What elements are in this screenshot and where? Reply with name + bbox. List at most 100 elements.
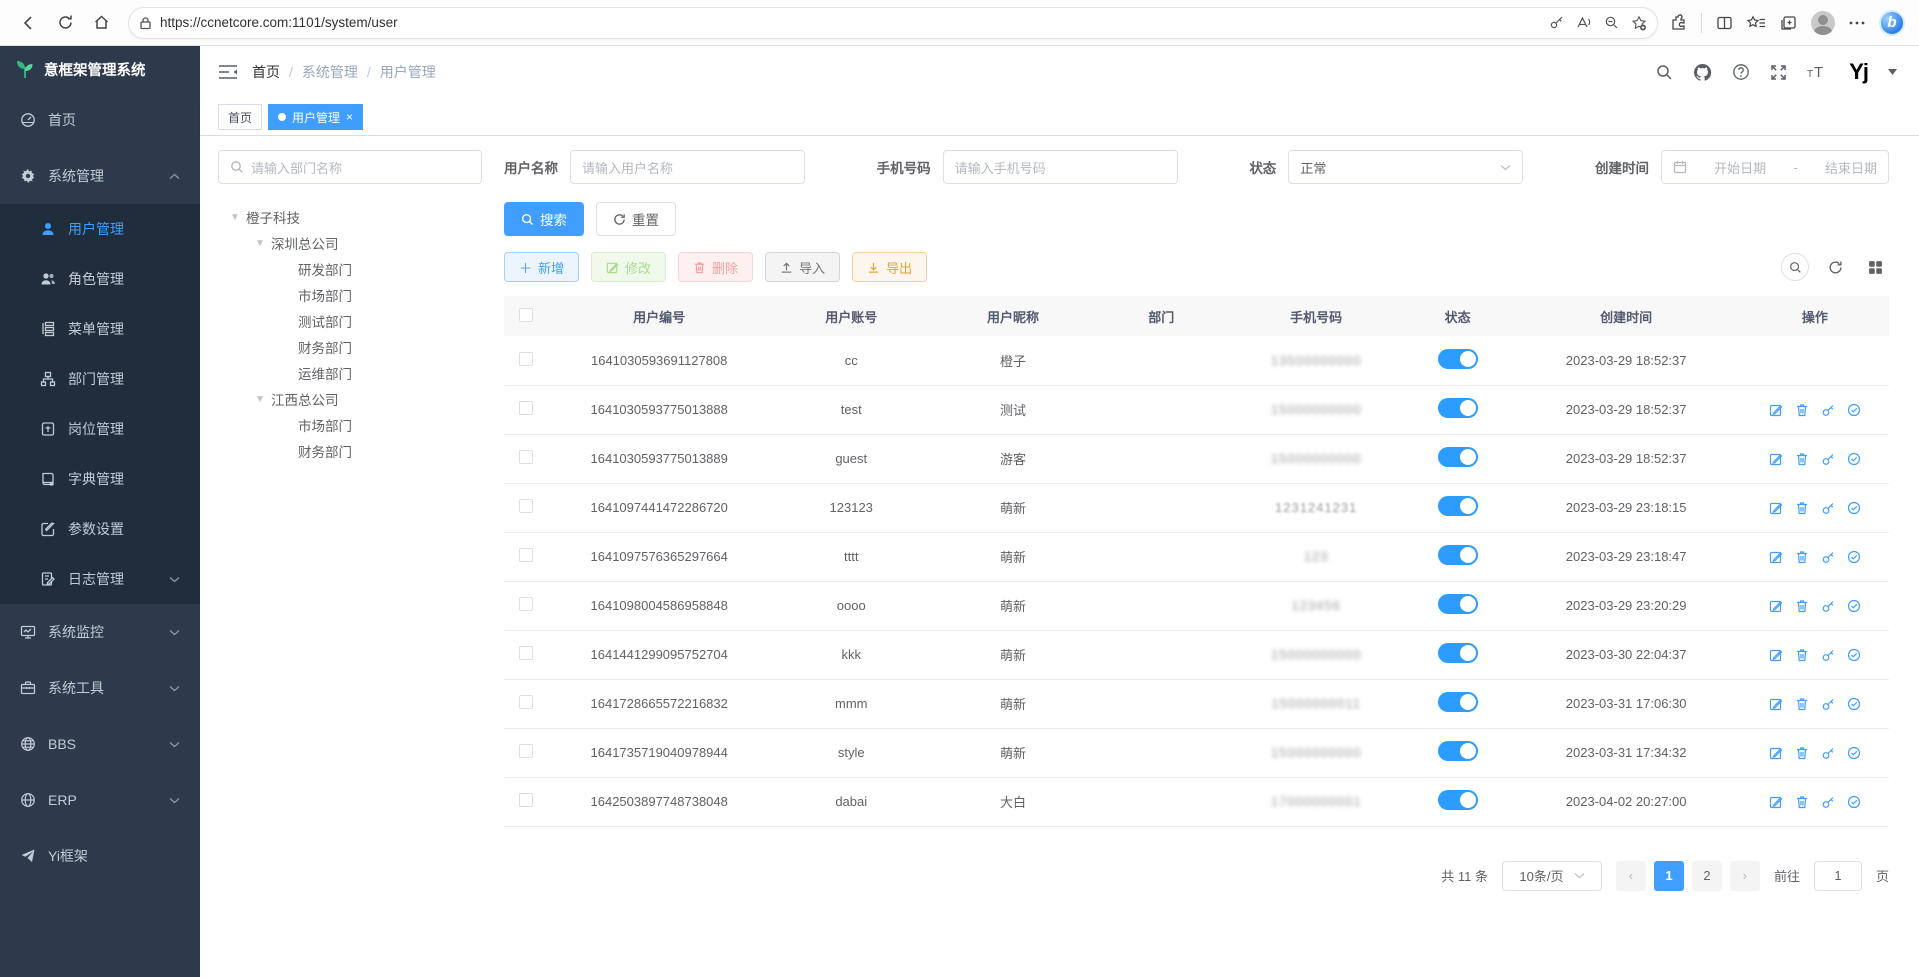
row-delete-icon[interactable] xyxy=(1795,550,1809,564)
row-edit-icon[interactable] xyxy=(1769,795,1783,809)
column-settings-grid-icon[interactable] xyxy=(1861,253,1889,281)
add-button[interactable]: ＋ 新增 xyxy=(504,252,580,282)
browser-home-button[interactable] xyxy=(86,8,116,38)
row-checkbox[interactable] xyxy=(519,597,533,611)
browser-refresh-button[interactable] xyxy=(50,8,80,38)
table-refresh-icon[interactable] xyxy=(1821,253,1849,281)
sidebar-item-yi-framework[interactable]: Yi框架 xyxy=(0,828,200,884)
row-delete-icon[interactable] xyxy=(1795,697,1809,711)
status-toggle-on[interactable] xyxy=(1437,496,1478,516)
tree-node[interactable]: 财务部门 xyxy=(218,438,504,464)
row-reset-password-key-icon[interactable] xyxy=(1821,550,1835,564)
header-search-icon[interactable] xyxy=(1656,64,1673,81)
row-checkbox[interactable] xyxy=(519,646,533,660)
fullscreen-icon[interactable] xyxy=(1770,64,1787,81)
row-delete-icon[interactable] xyxy=(1795,599,1809,613)
sidebar-item-post-management[interactable]: 岗位管理 xyxy=(0,404,200,454)
date-range-picker[interactable]: 开始日期 - 结束日期 xyxy=(1660,150,1889,184)
tree-node[interactable]: 市场部门 xyxy=(218,412,504,438)
row-checkbox[interactable] xyxy=(519,499,533,513)
tree-node[interactable]: 财务部门 xyxy=(218,334,504,360)
row-edit-icon[interactable] xyxy=(1769,746,1783,760)
row-assign-role-check-icon[interactable] xyxy=(1847,403,1861,417)
row-assign-role-check-icon[interactable] xyxy=(1847,648,1861,662)
browser-address-bar[interactable]: https://ccnetcore.com:1101/system/user xyxy=(128,6,1658,39)
sidebar-item-bbs[interactable]: BBS xyxy=(0,716,200,772)
status-toggle-on[interactable] xyxy=(1437,545,1478,565)
row-delete-icon[interactable] xyxy=(1795,746,1809,760)
row-delete-icon[interactable] xyxy=(1795,501,1809,515)
sidebar-item-system-monitor[interactable]: 系统监控 xyxy=(0,604,200,660)
status-toggle-on[interactable] xyxy=(1437,692,1478,712)
row-checkbox[interactable] xyxy=(519,793,533,807)
tree-node[interactable]: 测试部门 xyxy=(218,308,504,334)
extensions-icon[interactable] xyxy=(1670,14,1687,31)
row-edit-icon[interactable] xyxy=(1769,501,1783,515)
next-page-button[interactable]: › xyxy=(1729,860,1760,891)
page-button-2[interactable]: 2 xyxy=(1691,860,1722,891)
copilot-icon[interactable]: b xyxy=(1879,9,1905,36)
read-aloud-icon[interactable] xyxy=(1576,15,1592,30)
user-avatar-logo[interactable]: Yj xyxy=(1849,59,1869,84)
export-button[interactable]: 导出 xyxy=(852,252,928,282)
favorites-bar-icon[interactable] xyxy=(1747,14,1766,31)
sidebar-item-role-management[interactable]: 角色管理 xyxy=(0,254,200,304)
row-reset-password-key-icon[interactable] xyxy=(1821,746,1835,760)
browser-back-button[interactable] xyxy=(14,8,44,38)
row-edit-icon[interactable] xyxy=(1769,697,1783,711)
password-key-icon[interactable] xyxy=(1549,15,1564,30)
table-search-toggle-icon[interactable] xyxy=(1781,253,1809,281)
row-reset-password-key-icon[interactable] xyxy=(1821,599,1835,613)
sidebar-item-user-management[interactable]: 用户管理 xyxy=(0,204,200,254)
reset-button[interactable]: 重置 xyxy=(596,202,676,236)
tree-node[interactable]: ▼ 深圳总公司 xyxy=(218,230,504,256)
row-checkbox[interactable] xyxy=(519,744,533,758)
row-assign-role-check-icon[interactable] xyxy=(1847,501,1861,515)
row-edit-icon[interactable] xyxy=(1769,550,1783,564)
sidebar-collapse-icon[interactable] xyxy=(218,64,238,80)
status-select[interactable]: 正常 xyxy=(1288,150,1524,184)
goto-page-input[interactable] xyxy=(1813,860,1862,891)
sidebar-item-system-management[interactable]: 系统管理 xyxy=(0,148,200,204)
row-edit-icon[interactable] xyxy=(1769,403,1783,417)
row-reset-password-key-icon[interactable] xyxy=(1821,452,1835,466)
row-edit-icon[interactable] xyxy=(1769,452,1783,466)
avatar-caret-icon[interactable] xyxy=(1888,69,1897,75)
search-button[interactable]: 搜索 xyxy=(504,202,584,236)
tab-home[interactable]: 首页 xyxy=(218,104,263,130)
row-assign-role-check-icon[interactable] xyxy=(1847,697,1861,711)
row-delete-icon[interactable] xyxy=(1795,452,1809,466)
row-assign-role-check-icon[interactable] xyxy=(1847,795,1861,809)
row-assign-role-check-icon[interactable] xyxy=(1847,550,1861,564)
tree-node[interactable]: 研发部门 xyxy=(218,256,504,282)
sidebar-item-param-settings[interactable]: 参数设置 xyxy=(0,504,200,554)
row-delete-icon[interactable] xyxy=(1795,795,1809,809)
browser-menu-icon[interactable] xyxy=(1849,21,1865,25)
row-edit-icon[interactable] xyxy=(1769,599,1783,613)
status-toggle-on[interactable] xyxy=(1437,594,1478,614)
row-assign-role-check-icon[interactable] xyxy=(1847,746,1861,760)
status-toggle-on[interactable] xyxy=(1437,348,1478,369)
sidebar-item-department-management[interactable]: 部门管理 xyxy=(0,354,200,404)
username-input[interactable]: 请输入用户名称 xyxy=(570,150,805,184)
zoom-out-icon[interactable] xyxy=(1604,15,1619,30)
row-reset-password-key-icon[interactable] xyxy=(1821,501,1835,515)
delete-button[interactable]: 删除 xyxy=(678,252,754,282)
url-text[interactable]: https://ccnetcore.com:1101/system/user xyxy=(160,15,398,30)
phone-input[interactable]: 请输入手机号码 xyxy=(942,150,1178,184)
tree-node[interactable]: ▼ 橙子科技 xyxy=(218,204,504,230)
import-button[interactable]: 导入 xyxy=(765,252,841,282)
help-icon[interactable] xyxy=(1732,63,1750,81)
status-toggle-on[interactable] xyxy=(1437,741,1478,761)
row-reset-password-key-icon[interactable] xyxy=(1821,697,1835,711)
collections-icon[interactable] xyxy=(1780,15,1797,31)
select-all-checkbox[interactable] xyxy=(519,307,533,322)
favorite-add-icon[interactable] xyxy=(1631,15,1647,31)
browser-profile-avatar[interactable] xyxy=(1811,10,1835,35)
tree-node[interactable]: 运维部门 xyxy=(218,360,504,386)
sidebar-item-menu-management[interactable]: 菜单管理 xyxy=(0,304,200,354)
sidebar-item-home[interactable]: 首页 xyxy=(0,92,200,148)
row-delete-icon[interactable] xyxy=(1795,403,1809,417)
row-assign-role-check-icon[interactable] xyxy=(1847,599,1861,613)
